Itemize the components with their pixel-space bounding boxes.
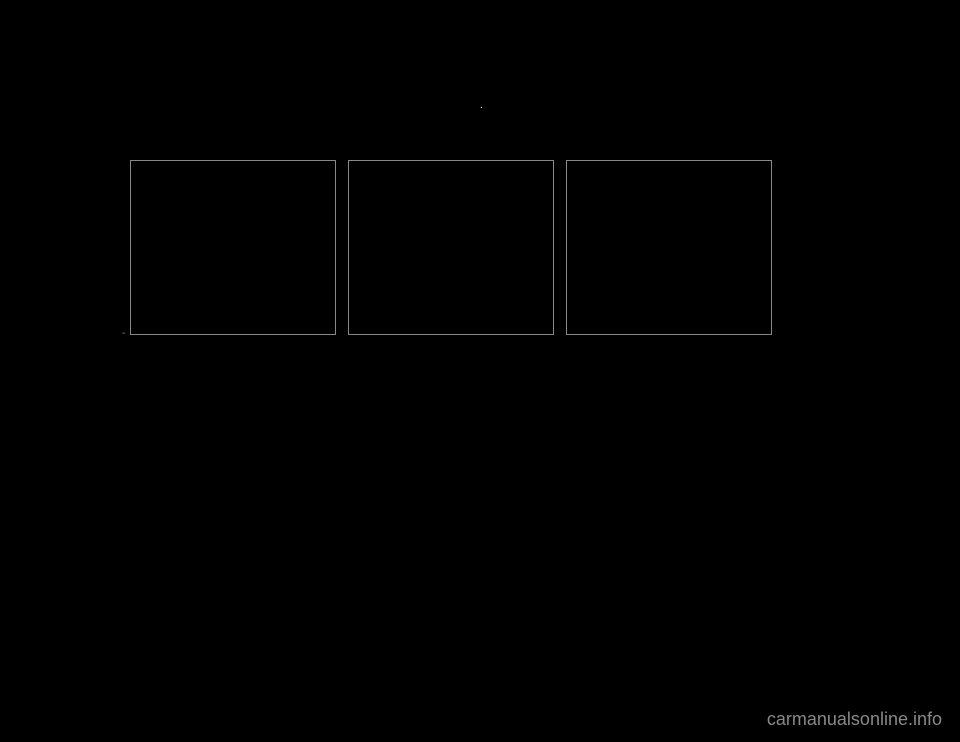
dash-mark: - [122, 328, 125, 339]
image-placeholder-3 [566, 160, 772, 335]
watermark-text: carmanualsonline.info [767, 709, 942, 730]
dot-mark: . [480, 100, 483, 111]
page-container: . - carmanualsonline.info [0, 0, 960, 742]
image-boxes-row [130, 160, 772, 335]
image-placeholder-1 [130, 160, 336, 335]
image-placeholder-2 [348, 160, 554, 335]
